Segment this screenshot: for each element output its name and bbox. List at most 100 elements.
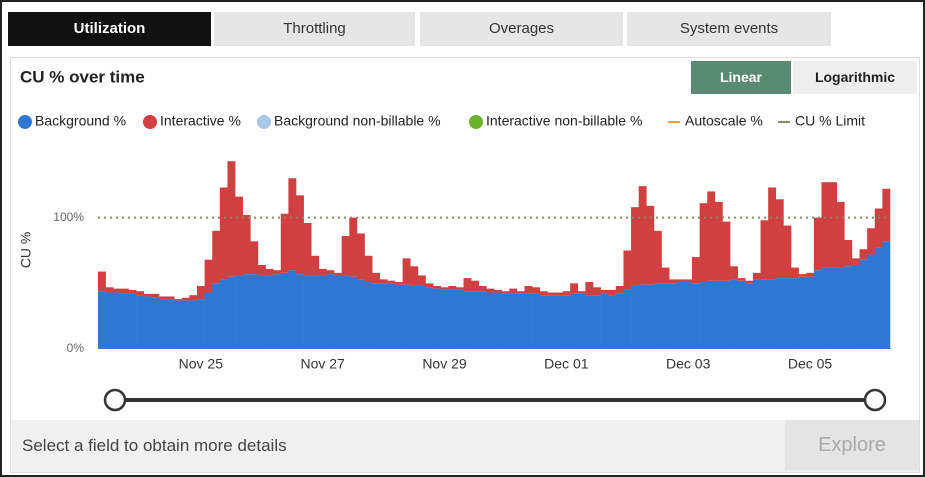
- bar-segment: [593, 295, 601, 349]
- bar-segment: [791, 267, 799, 279]
- bar-segment: [356, 279, 365, 349]
- bar-segment: [547, 295, 556, 349]
- bar-segment: [821, 182, 830, 268]
- tab[interactable]: Overages: [420, 12, 623, 46]
- bar-segment: [494, 292, 502, 349]
- legend-label: Interactive %: [160, 113, 241, 129]
- bar-segment: [120, 288, 129, 294]
- bar-segment: [730, 266, 738, 280]
- y-tick-label: 100%: [53, 210, 84, 224]
- bar-segment: [410, 266, 419, 286]
- scale-button[interactable]: Logarithmic: [793, 61, 917, 94]
- bar-segment: [136, 291, 144, 296]
- bar-segment: [737, 278, 746, 281]
- bar-segment: [867, 254, 876, 349]
- bar-segment: [364, 282, 373, 349]
- bar-segment: [356, 233, 365, 280]
- bar-segment: [783, 278, 792, 349]
- bar-segment: [478, 291, 487, 349]
- bar-segment: [661, 267, 670, 284]
- bar-segment: [745, 280, 754, 284]
- bar-segment: [692, 257, 700, 284]
- bar-segment: [707, 191, 716, 281]
- legend-marker: [18, 115, 32, 129]
- bar-segment: [311, 255, 320, 276]
- range-slider-handle[interactable]: [863, 388, 887, 412]
- bar-segment: [775, 199, 784, 279]
- bar-segment: [615, 285, 624, 294]
- bar-segment: [859, 259, 868, 349]
- bar-segment: [212, 283, 221, 349]
- bar-segment: [874, 208, 883, 248]
- bar-segment: [791, 278, 799, 349]
- bar-segment: [844, 239, 853, 267]
- bar-segment: [433, 288, 441, 349]
- x-tick-label: Nov 25: [179, 356, 224, 372]
- tab[interactable]: Utilization: [8, 12, 211, 46]
- bar-segment: [676, 282, 685, 349]
- bar-segment: [387, 280, 396, 284]
- bar-segment: [181, 300, 190, 349]
- bar-segment: [296, 274, 304, 349]
- bar-segment: [440, 289, 449, 349]
- bar-segment: [829, 182, 837, 268]
- bar-segment: [554, 292, 563, 296]
- bar-segment: [372, 272, 381, 284]
- bar-segment: [577, 291, 586, 294]
- bar-segment: [547, 292, 556, 296]
- bar-segment: [874, 247, 883, 349]
- bar-segment: [669, 283, 678, 349]
- bar-segment: [128, 289, 137, 294]
- tab[interactable]: Throttling: [214, 12, 415, 46]
- bar-segment: [334, 272, 342, 276]
- bar-segment: [417, 285, 426, 349]
- x-tick-label: Dec 03: [666, 356, 711, 372]
- bar-segment: [181, 297, 190, 301]
- bar-segment: [730, 279, 738, 349]
- bar-segment: [859, 249, 868, 260]
- bar-segment: [532, 287, 540, 294]
- bar-segment: [341, 275, 350, 349]
- bar-segment: [349, 276, 358, 349]
- bar-segment: [600, 289, 609, 294]
- tab[interactable]: System events: [627, 12, 831, 46]
- bar-segment: [402, 284, 411, 349]
- bar-segment: [288, 178, 297, 271]
- bar-segment: [242, 274, 251, 349]
- bar-segment: [151, 297, 160, 349]
- scale-button[interactable]: Linear: [691, 61, 791, 94]
- range-slider-handle[interactable]: [103, 388, 127, 412]
- bar-segment: [501, 293, 510, 349]
- bar-segment: [455, 287, 464, 290]
- bar-segment: [745, 283, 754, 349]
- bar-segment: [631, 207, 639, 286]
- bar-segment: [806, 276, 815, 349]
- bar-segment: [395, 282, 403, 285]
- bar-segment: [699, 282, 708, 349]
- x-tick-label: Nov 29: [422, 356, 467, 372]
- bar-segment: [235, 196, 243, 276]
- bar-segment: [554, 295, 563, 349]
- bar-segment: [318, 275, 327, 349]
- bar-segment: [798, 276, 807, 349]
- bar-segment: [486, 292, 495, 349]
- bar-segment: [844, 266, 853, 349]
- bar-segment: [608, 295, 617, 349]
- bar-segment: [577, 293, 586, 349]
- bar-segment: [463, 278, 472, 292]
- bar-segment: [638, 284, 647, 349]
- bar-segment: [737, 280, 746, 349]
- legend-marker: [257, 115, 271, 129]
- bar-segment: [189, 295, 198, 301]
- bar-segment: [829, 267, 837, 349]
- bar-segment: [250, 241, 259, 275]
- bar-segment: [471, 280, 480, 292]
- bar-segment: [204, 259, 213, 293]
- bar-segment: [280, 272, 289, 349]
- explore-button[interactable]: Explore: [785, 420, 919, 470]
- bar-segment: [151, 293, 160, 298]
- bar-segment: [311, 275, 320, 349]
- bar-segment: [692, 283, 700, 349]
- bar-segment: [570, 283, 579, 294]
- bar-segment: [798, 274, 807, 277]
